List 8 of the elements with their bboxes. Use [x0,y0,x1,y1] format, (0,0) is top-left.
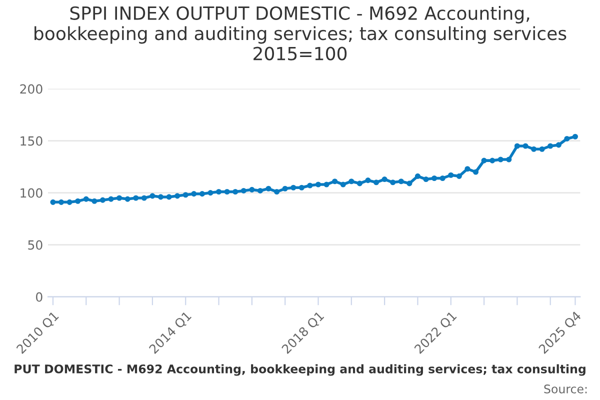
source-note: Source: [544,384,587,394]
y-tick-label: 200 [20,84,42,94]
y-tick-label: 150 [20,136,42,146]
chart-title: SPPI INDEX OUTPUT DOMESTIC - M692 Accounting, bookkeeping and auditing services; tax consulting services 2015=100 [34,6,566,60]
y-tick-label: 50 [28,240,42,250]
text: PUT DOMESTIC - M692 Accounting, bookkeeping and auditing services; tax consulting [14,364,586,376]
y-tick-label: 0 [36,292,42,302]
y-tick-label: 100 [20,188,42,198]
